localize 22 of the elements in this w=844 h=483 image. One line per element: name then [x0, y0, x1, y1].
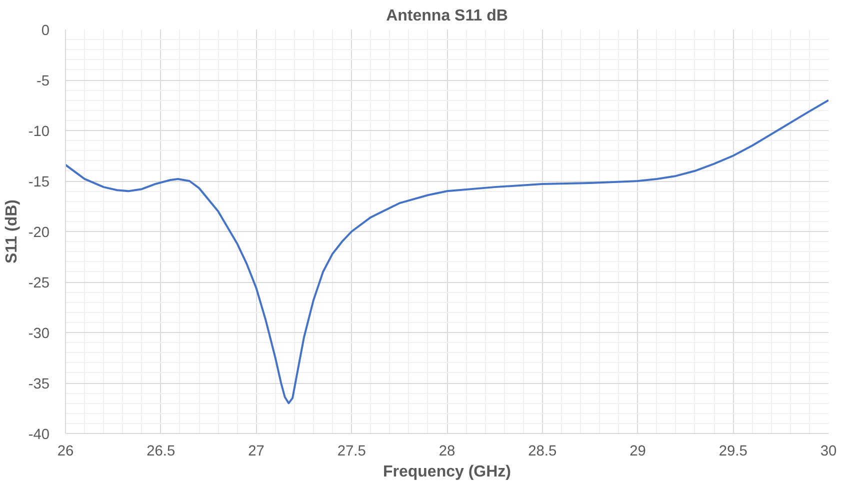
y-tick-label: -15 — [28, 174, 50, 190]
x-tick-label: 28.5 — [528, 444, 557, 460]
x-tick-label: 28 — [438, 444, 456, 460]
y-tick-label: -20 — [28, 225, 50, 241]
x-tick-label: 30 — [820, 444, 837, 460]
y-tick-label: -35 — [28, 376, 50, 392]
y-tick-label: -25 — [28, 276, 50, 292]
x-tick-label: 27 — [248, 444, 264, 460]
x-tick-label: 27.5 — [337, 444, 366, 460]
x-tick-label: 26.5 — [146, 444, 176, 460]
y-tick-label: 0 — [41, 23, 50, 39]
x-axis-title: Frequency (GHz) — [382, 464, 512, 480]
y-tick-label: -30 — [28, 326, 50, 342]
chart-title: Antenna S11 dB — [386, 8, 508, 24]
y-tick-label: -10 — [28, 124, 50, 140]
line-series — [66, 99, 828, 404]
x-tick-label: 26 — [57, 444, 74, 460]
y-tick-label: -5 — [36, 74, 50, 90]
y-tick-label: -40 — [28, 427, 50, 443]
y-axis-title: S11 (dB) — [3, 199, 20, 264]
x-tick-label: 29.5 — [718, 444, 748, 460]
x-tick-label: 29 — [630, 444, 646, 460]
